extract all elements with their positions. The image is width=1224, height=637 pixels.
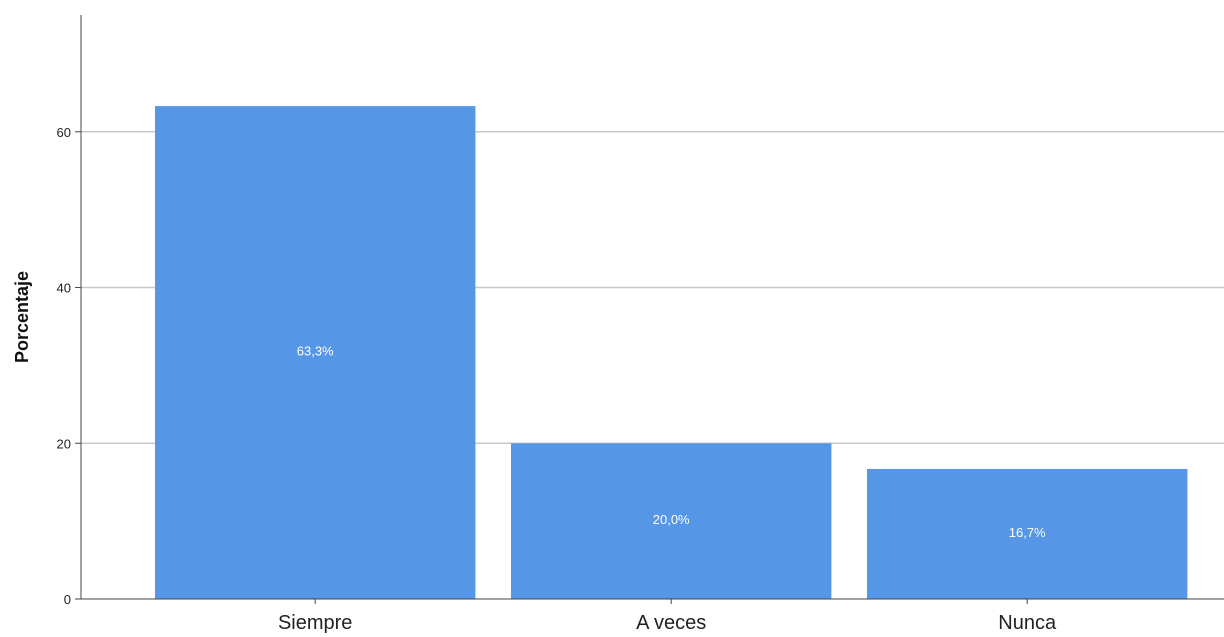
data-labels: 63,3% 20,0% 16,7% (297, 344, 1046, 540)
x-tick-label-nunca: Nunca (998, 612, 1057, 634)
y-tick-label-20: 20 (57, 436, 71, 451)
y-tick-labels: 0 20 40 60 (57, 125, 81, 607)
x-tick-labels: Siempre A veces Nunca (278, 599, 1057, 634)
data-label-a-veces: 20,0% (653, 512, 690, 527)
data-label-nunca: 16,7% (1009, 525, 1046, 540)
y-tick-label-60: 60 (57, 125, 71, 140)
bar-nunca (867, 468, 1188, 599)
x-tick-label-siempre: Siempre (278, 612, 352, 634)
bars (155, 106, 1188, 599)
y-axis-title: Porcentaje (12, 271, 32, 363)
axes (80, 15, 1224, 600)
data-label-siempre: 63,3% (297, 344, 334, 359)
bar-a-veces (511, 443, 832, 599)
y-tick-label-0: 0 (64, 592, 71, 607)
bar-siempre (155, 106, 476, 599)
y-tick-label-40: 40 (57, 281, 71, 296)
x-tick-label-a-veces: A veces (636, 612, 706, 634)
